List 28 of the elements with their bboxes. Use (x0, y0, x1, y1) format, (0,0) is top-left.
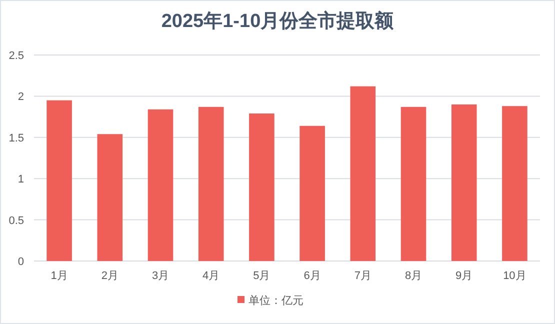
x-tick-label: 10月 (503, 270, 526, 282)
bar (249, 114, 274, 261)
x-tick-label: 3月 (152, 270, 170, 282)
chart-title: 2025年1-10月份全市提取额 (161, 10, 395, 32)
bar (198, 106, 224, 261)
bar (502, 106, 528, 261)
bar (451, 104, 477, 261)
x-tick-label: 2月 (101, 270, 118, 282)
legend-label: 单位：亿元 (248, 294, 304, 307)
y-tick-label: 2.5 (8, 50, 24, 62)
x-tick-label: 1月 (50, 270, 68, 282)
bar (97, 134, 123, 261)
y-tick-label: 2 (18, 91, 24, 104)
bar (400, 106, 426, 261)
x-tick-label: 8月 (404, 270, 422, 282)
x-tick-label: 9月 (456, 270, 473, 282)
y-tick-label: 0.5 (8, 214, 24, 227)
x-tick-label: 4月 (202, 270, 220, 282)
bar (148, 109, 174, 261)
x-tick-label: 7月 (354, 270, 372, 282)
y-tick-label: 1 (18, 174, 24, 186)
y-tick-label: 1.5 (8, 132, 24, 144)
x-tick-label: 6月 (304, 270, 321, 282)
y-tick-label: 0 (18, 256, 24, 268)
x-tick-label: 5月 (253, 270, 270, 282)
bar (46, 100, 72, 261)
bar (300, 126, 325, 261)
bar (350, 86, 376, 261)
